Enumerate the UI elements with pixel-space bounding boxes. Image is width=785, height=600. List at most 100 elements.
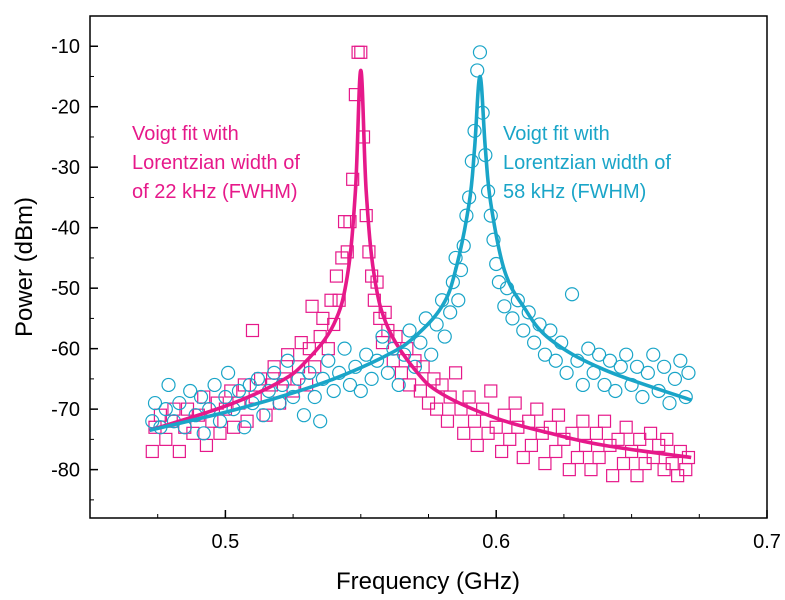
pink-data-point (145, 444, 159, 459)
pink-data-point (611, 432, 625, 446)
blue-data-point (429, 317, 444, 332)
pink-data-point (180, 402, 195, 416)
pink-fit-curve (149, 68, 692, 460)
blue-data-point (250, 371, 265, 386)
blue-data-point (516, 323, 531, 338)
blue-data-point (369, 353, 385, 368)
pink-data-point (457, 426, 471, 440)
blue-annotation-line-2: Lorentzian width of (503, 152, 671, 174)
blue-data-point (280, 353, 295, 368)
y-axis-ticks: -10 -20 -30 -40 -50 -60 -70 -80 (51, 15, 98, 501)
blue-data-point (592, 347, 607, 362)
blue-data-point (337, 341, 352, 356)
y-tick-label: -70 (51, 399, 80, 421)
pink-data-point (327, 317, 341, 332)
blue-data-point (193, 389, 209, 405)
blue-data-point (302, 365, 317, 380)
pink-data-point (584, 463, 598, 477)
x-tick-label: 0.5 (211, 531, 239, 553)
blue-data-point (380, 365, 395, 380)
blue-data-point (640, 365, 655, 380)
pink-data-point (495, 444, 509, 459)
pink-data-point (281, 348, 295, 362)
pink-data-point (516, 450, 530, 465)
blue-data-point (342, 377, 358, 393)
blue-data-point (548, 353, 563, 368)
blue-data-point (608, 383, 623, 399)
blue-data-point (307, 389, 322, 405)
blue-data-point (559, 365, 574, 380)
blue-data-point (537, 347, 553, 362)
pink-data-point (643, 426, 658, 440)
blue-data-point (161, 377, 176, 393)
pink-data-points (145, 45, 696, 483)
pink-data-point (503, 432, 517, 446)
blue-data-point (326, 383, 341, 399)
blue-data-point (602, 353, 618, 368)
blue-data-point (221, 365, 236, 380)
pink-data-point (329, 269, 344, 283)
pink-data-point (549, 444, 563, 459)
pink-data-point (562, 463, 576, 477)
pink-annotation-line-1: Voigt fit with (132, 123, 239, 145)
blue-data-point (413, 335, 428, 350)
blue-data-point (470, 63, 485, 78)
blue-data-point (207, 377, 222, 393)
blue-data-point (486, 232, 501, 247)
pink-data-point (576, 414, 590, 428)
blue-data-point (291, 371, 306, 386)
blue-data-point (183, 383, 198, 399)
pink-data-point (346, 172, 360, 186)
blue-data-point (237, 420, 252, 435)
blue-data-point (673, 353, 688, 368)
pink-data-point (435, 378, 449, 392)
blue-data-point (364, 371, 379, 386)
pink-data-point (343, 215, 357, 229)
blue-data-point (267, 365, 282, 380)
blue-data-point (353, 383, 368, 399)
blue-data-point (158, 402, 173, 417)
pink-data-point (619, 420, 633, 434)
blue-data-point (443, 305, 458, 320)
pink-data-point (630, 469, 644, 483)
pink-data-point (321, 342, 335, 356)
blue-data-point (391, 377, 406, 393)
blue-data-point (619, 347, 634, 362)
pink-data-point (524, 438, 539, 453)
pink-data-point (489, 420, 503, 434)
pink-annotation-line-3: of 22 kHz (FWHM) (132, 181, 298, 203)
blue-data-point (497, 299, 512, 314)
blue-data-point (575, 377, 590, 393)
blue-data-point (613, 359, 628, 374)
blue-data-point (147, 395, 163, 411)
plot-frame (89, 15, 768, 519)
y-tick-label: -20 (51, 97, 80, 119)
pink-data-point (616, 456, 631, 471)
blue-data-point (510, 293, 525, 308)
pink-data-point (199, 438, 214, 453)
pink-data-point (213, 426, 227, 440)
pink-data-point (484, 384, 498, 398)
pink-data-point (606, 469, 620, 483)
blue-data-point (424, 347, 439, 362)
pink-data-point (467, 414, 482, 428)
blue-fit-annotation: Voigt fit with Lorentzian width of 58 kH… (503, 123, 671, 203)
pink-data-point (354, 45, 368, 59)
blue-data-point (662, 395, 677, 411)
pink-data-point (316, 311, 330, 326)
blue-data-point (564, 287, 580, 302)
blue-data-point (296, 408, 312, 423)
blue-data-point (286, 389, 301, 405)
pink-annotation-line-2: Lorentzian width of (132, 152, 300, 174)
y-tick-label: -80 (51, 460, 80, 482)
blue-data-point (402, 323, 417, 338)
pink-data-point (538, 456, 552, 471)
blue-data-point (437, 329, 452, 344)
blue-data-point (321, 353, 336, 368)
blue-data-points (145, 45, 696, 441)
pink-data-point (172, 444, 186, 459)
blue-data-point (521, 305, 536, 320)
pink-data-point (508, 396, 522, 410)
blue-data-point (472, 45, 488, 60)
